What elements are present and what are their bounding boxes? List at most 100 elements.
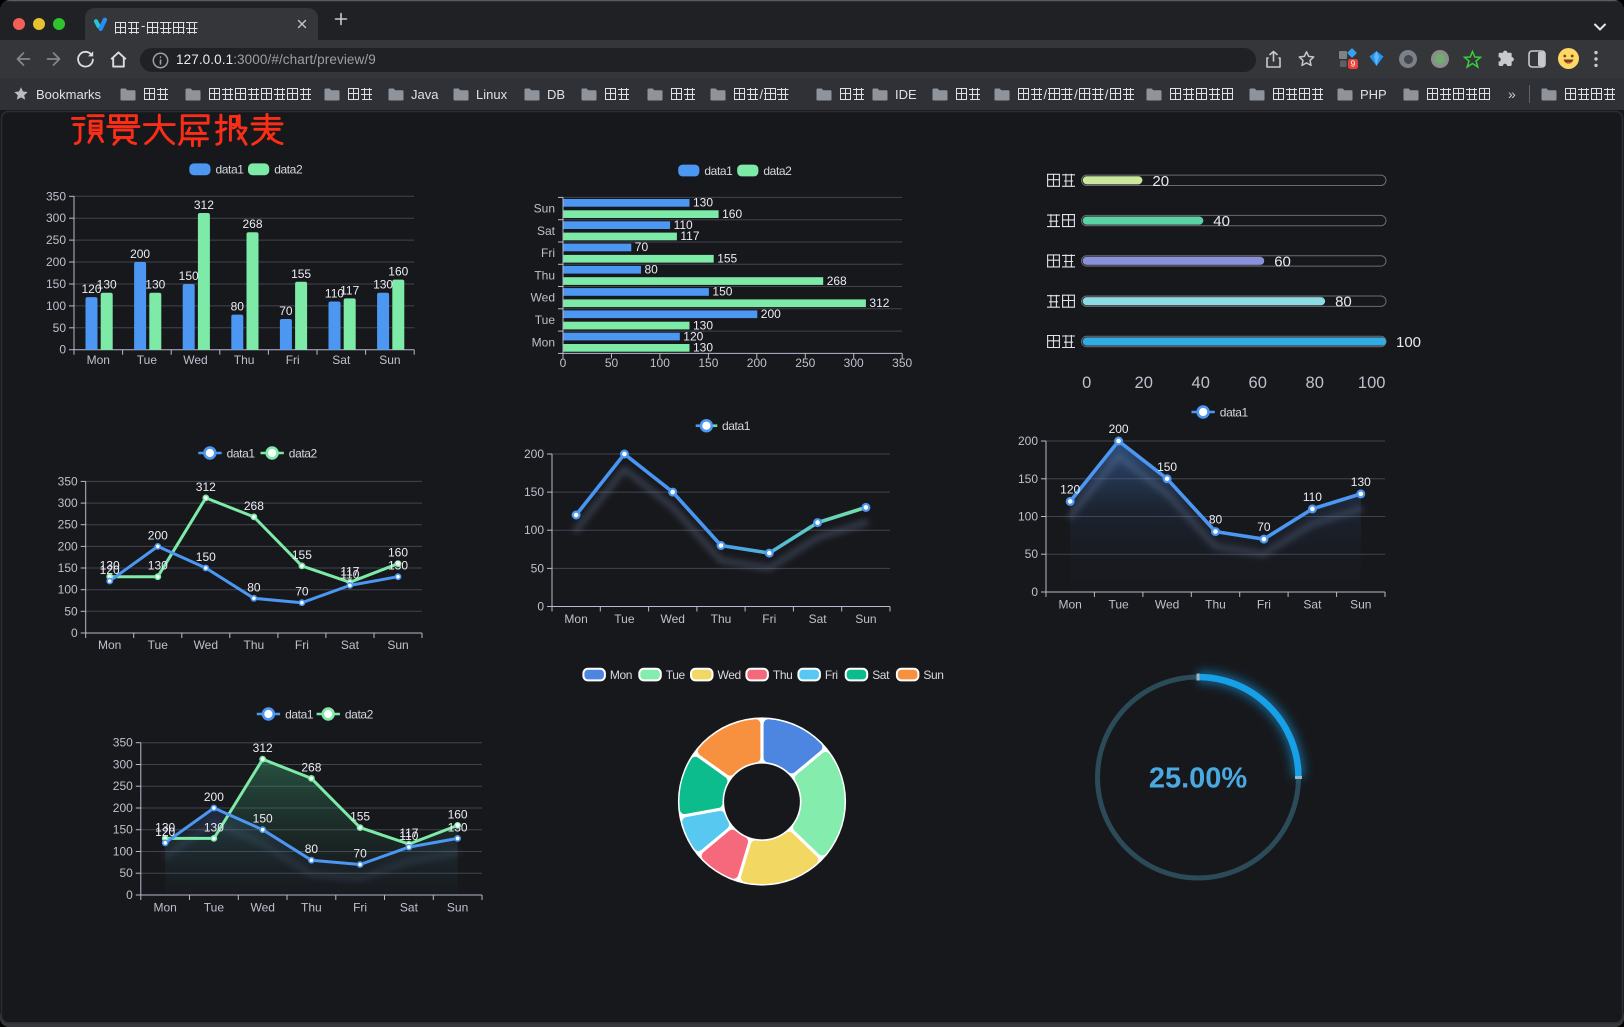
- svg-text:0: 0: [71, 626, 78, 640]
- svg-text:200: 200: [58, 539, 78, 553]
- svg-text:Sun: Sun: [447, 901, 468, 915]
- svg-text:120: 120: [1060, 482, 1080, 496]
- svg-text:130: 130: [693, 341, 713, 355]
- svg-text:250: 250: [795, 356, 815, 370]
- svg-text:data1: data1: [722, 419, 751, 433]
- svg-text:Wed: Wed: [718, 668, 741, 682]
- svg-text:100: 100: [1018, 510, 1038, 524]
- svg-text:data2: data2: [763, 164, 792, 178]
- svg-text:Sat: Sat: [332, 353, 351, 367]
- svg-text:160: 160: [388, 265, 408, 279]
- svg-text:Mon: Mon: [610, 668, 632, 682]
- svg-text:120: 120: [81, 282, 101, 296]
- svg-text:120: 120: [683, 329, 703, 343]
- svg-text:Fri: Fri: [353, 901, 367, 915]
- svg-text:Sat: Sat: [341, 638, 360, 652]
- svg-text:Tue: Tue: [666, 668, 686, 682]
- svg-text:40: 40: [1192, 374, 1210, 392]
- svg-text:150: 150: [1157, 460, 1177, 474]
- svg-text:Tue: Tue: [204, 901, 225, 915]
- svg-text:Sun: Sun: [855, 612, 876, 626]
- svg-text:150: 150: [196, 550, 216, 564]
- svg-text:50: 50: [64, 604, 78, 618]
- svg-text:Wed: Wed: [531, 291, 555, 305]
- svg-text:200: 200: [148, 528, 168, 542]
- svg-text:70: 70: [279, 304, 293, 318]
- svg-text:100: 100: [58, 583, 78, 597]
- svg-text:312: 312: [194, 198, 214, 212]
- svg-text:130: 130: [155, 820, 175, 834]
- svg-text:Thu: Thu: [1205, 598, 1226, 612]
- svg-text:130: 130: [97, 278, 117, 292]
- svg-text:Fri: Fri: [295, 638, 309, 652]
- svg-text:Tue: Tue: [535, 313, 556, 327]
- svg-text:100: 100: [1396, 334, 1421, 351]
- svg-text:0: 0: [1082, 374, 1091, 392]
- svg-text:20: 20: [1152, 173, 1169, 190]
- svg-text:150: 150: [253, 812, 273, 826]
- svg-text:70: 70: [1257, 520, 1271, 534]
- svg-text:160: 160: [722, 207, 742, 221]
- svg-text:100: 100: [524, 523, 544, 537]
- svg-text:0: 0: [59, 343, 66, 357]
- svg-text:200: 200: [113, 801, 133, 815]
- svg-text:110: 110: [340, 567, 359, 581]
- svg-text:9: 9: [1351, 59, 1356, 69]
- svg-text:50: 50: [605, 356, 619, 370]
- svg-text:160: 160: [448, 807, 468, 821]
- svg-text:Thu: Thu: [711, 612, 732, 626]
- svg-text:Wed: Wed: [194, 638, 218, 652]
- svg-text:200: 200: [1018, 434, 1038, 448]
- svg-text:130: 130: [100, 559, 120, 573]
- svg-text:Mon: Mon: [532, 335, 555, 349]
- svg-text:80: 80: [645, 263, 659, 277]
- svg-text:350: 350: [58, 474, 78, 488]
- svg-text:268: 268: [244, 499, 264, 513]
- svg-text:0: 0: [126, 888, 133, 902]
- svg-text:data1: data1: [227, 446, 256, 460]
- svg-text:80: 80: [1335, 294, 1352, 311]
- svg-text:data1: data1: [216, 163, 245, 177]
- svg-text:Mon: Mon: [564, 612, 587, 626]
- svg-text:130: 130: [204, 820, 224, 834]
- svg-text:Tue: Tue: [614, 612, 635, 626]
- svg-text:130: 130: [145, 278, 165, 292]
- svg-text:350: 350: [46, 189, 66, 203]
- svg-text:250: 250: [113, 779, 133, 793]
- svg-text:60: 60: [1249, 374, 1267, 392]
- svg-text:120: 120: [155, 825, 175, 839]
- svg-text:130: 130: [693, 318, 713, 332]
- svg-text:Sat: Sat: [400, 901, 419, 915]
- svg-text:117: 117: [680, 229, 699, 243]
- svg-text:300: 300: [46, 211, 66, 225]
- svg-text:40: 40: [1213, 213, 1230, 230]
- svg-text:70: 70: [353, 847, 367, 861]
- svg-text:Fri: Fri: [286, 353, 300, 367]
- svg-text:Thu: Thu: [234, 353, 255, 367]
- svg-text:data1: data1: [1220, 405, 1249, 419]
- svg-text:Thu: Thu: [244, 638, 265, 652]
- svg-text:data2: data2: [289, 446, 318, 460]
- svg-text:50: 50: [119, 866, 133, 880]
- svg-text:110: 110: [399, 829, 418, 843]
- svg-text:130: 130: [448, 820, 468, 834]
- svg-text:Sat: Sat: [1303, 598, 1322, 612]
- svg-text:25.00%: 25.00%: [1149, 763, 1248, 795]
- svg-text:80: 80: [1209, 513, 1223, 527]
- svg-text:100: 100: [46, 299, 66, 313]
- svg-text:130: 130: [1351, 475, 1371, 489]
- svg-text:300: 300: [58, 496, 78, 510]
- svg-text:Sun: Sun: [1350, 598, 1371, 612]
- svg-text:268: 268: [827, 274, 847, 288]
- svg-text:155: 155: [350, 810, 370, 824]
- svg-text:110: 110: [325, 287, 344, 301]
- svg-text:0: 0: [560, 356, 567, 370]
- svg-text:155: 155: [291, 267, 311, 281]
- svg-text:80: 80: [231, 300, 245, 314]
- svg-text:300: 300: [113, 758, 133, 772]
- svg-text:Wed: Wed: [183, 353, 207, 367]
- svg-text:80: 80: [1306, 374, 1324, 392]
- svg-text:Fri: Fri: [541, 246, 555, 260]
- svg-text:Wed: Wed: [1155, 598, 1179, 612]
- svg-text:312: 312: [196, 480, 216, 494]
